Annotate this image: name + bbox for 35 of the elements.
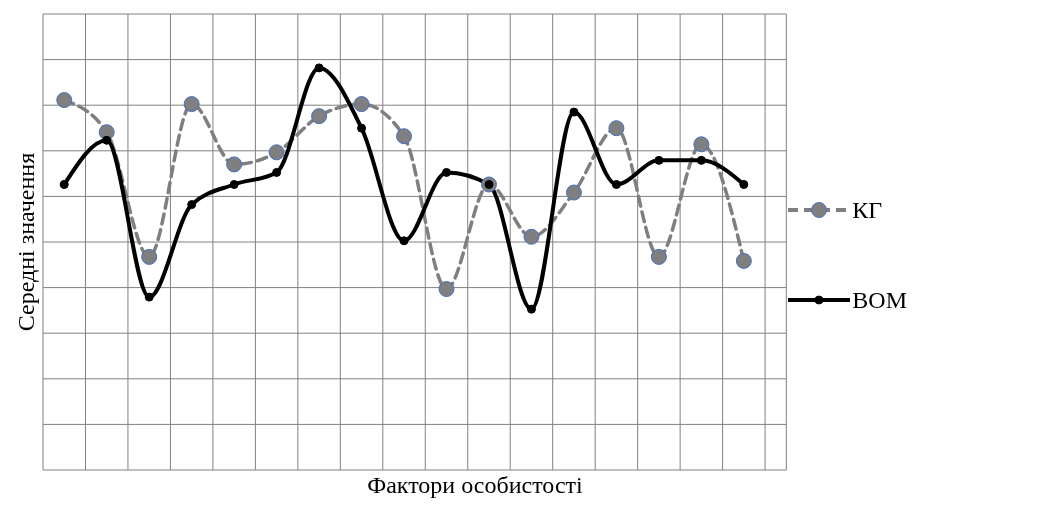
legend-label: ВОМ [852,286,907,314]
point [654,155,664,165]
point [526,304,536,314]
point [357,123,367,133]
point [399,236,409,246]
point [396,128,413,145]
point [268,144,285,161]
point [187,200,197,210]
y-axis-title: Середні значення [12,152,40,332]
point [141,248,158,265]
point [696,155,706,165]
point [611,180,621,189]
point [226,156,243,173]
point [314,63,324,73]
point [272,167,282,177]
point [565,184,582,201]
point [229,180,239,189]
point [144,292,154,302]
point [650,248,667,265]
point [56,92,73,109]
point [693,136,710,153]
point [102,135,112,145]
legend-label: КГ [852,196,883,224]
point [59,180,69,189]
point [608,120,625,137]
point [442,167,452,177]
point [438,281,455,298]
x-axis-title: Фактори особистості [366,472,584,499]
point [739,180,749,189]
point [353,96,370,113]
point [569,107,579,117]
point [311,108,328,125]
point [735,252,752,269]
point [183,96,200,113]
point [523,228,540,245]
